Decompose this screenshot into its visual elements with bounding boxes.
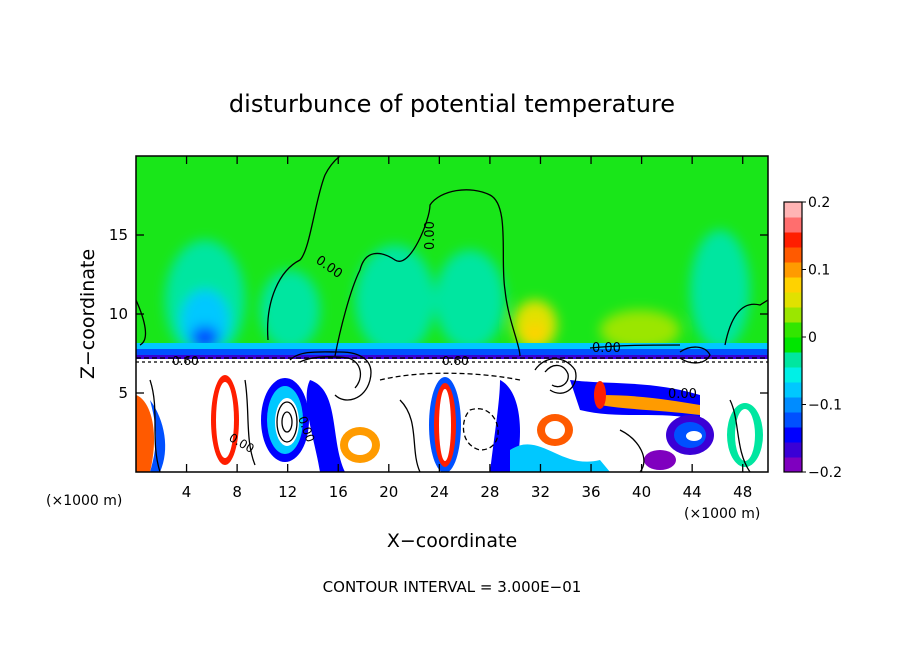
interface-band-1 [136,343,768,349]
colorbar-swatch [784,277,802,293]
colorbar-swatch [784,352,802,368]
colorbar-swatch [784,367,802,383]
x-tick-label: 40 [632,483,651,501]
contour-label: 0.00 [592,341,621,356]
colorbar-swatch [784,427,802,443]
colorbar-swatch [784,397,802,413]
contour-zero-far-right [724,299,768,346]
colorbar-swatch [784,262,802,278]
chart-title: disturbunce of potential temperature [229,90,675,118]
eddy-3 [306,380,345,472]
interface-band-2 [136,349,768,355]
contour-interval-note: CONTOUR INTERVAL = 3.000E−01 [323,578,582,596]
colorbar-tick-label: 0 [808,330,817,346]
contour-lower-5 [729,399,751,472]
contour-cluster-1 [289,351,372,401]
x-axis: 4 8 12 16 20 24 28 32 36 40 44 48 [182,156,752,501]
eddy-7 [510,444,610,472]
warm-blob-1-core [525,323,545,343]
colorbar-swatch [784,442,802,458]
contour-lower-1 [149,379,161,472]
eddy-left-edge [136,395,155,472]
cool-plume-5 [690,230,750,350]
colorbar-swatch [784,232,802,248]
colorbar-swatch [784,337,802,353]
y-tick-label: 5 [118,384,128,402]
x-tick-label: 16 [329,483,348,501]
colorbar-tick-label: −0.1 [808,398,842,414]
contour-lines [136,156,768,472]
x-tick-label: 8 [232,483,242,501]
contour-lower-2 [244,379,256,466]
contour-label: 0.00 [423,221,438,250]
x-tick-label: 32 [531,483,550,501]
y-tick-label: 15 [109,226,128,244]
contour-dashed-2 [462,408,499,451]
x-tick-label: 20 [379,483,398,501]
y-tick-label: 10 [109,305,128,323]
colorbar: 0.2 0.1 0 −0.1 −0.2 [783,195,842,481]
colorbar-swatch [784,457,802,473]
x-tick-label: 4 [182,483,192,501]
contour-ring-1 [276,401,298,443]
contour-labels: 0.00 0.00 0.00 0.60 0.60 0.00 0.00 0.00 [172,221,697,456]
x-tick-label: 44 [683,483,702,501]
x-tick-label: 48 [733,483,752,501]
eddy-4-inner [348,435,372,455]
colorbar-tick-label: 0.2 [808,195,830,211]
colorbar-swatch [784,307,802,323]
contour-cluster-2 [534,358,577,394]
eddy-9-warm [600,395,700,415]
x-tick-label: 28 [480,483,499,501]
eddy-2-inner [275,398,299,446]
x-axis-unit-right: (×1000 m) [684,506,760,522]
contour-lower-3 [399,399,421,472]
contour-zero-right [589,344,681,349]
eddy-13 [644,450,676,470]
contour-cluster-3 [679,346,711,364]
colorbar-swatch [784,247,802,263]
heatmap-field [136,156,768,472]
contour-zero-upper [266,156,341,341]
contour-label: 0.60 [172,354,199,368]
y-axis-label: Z−coordinate [77,249,99,379]
colorbar-tick-label: 0.1 [808,263,830,279]
x-tick-label: 36 [581,483,600,501]
colorbar-swatch [784,217,802,233]
contour-cluster-2b [544,364,569,388]
cool-plume-3 [355,245,435,355]
x-tick-label: 12 [278,483,297,501]
contour-label: 0.00 [668,387,697,402]
eddy-11-inner [686,431,702,441]
eddy-10 [594,381,606,409]
contour-ring-2 [281,411,293,433]
contour-label: 0.60 [442,354,469,368]
colorbar-swatch [784,322,802,338]
lower-eddies [136,375,763,472]
interface-band-3 [136,355,768,359]
colorbar-swatch [784,382,802,398]
x-axis-label: X−coordinate [387,530,517,552]
cool-plume-4 [435,250,505,350]
warm-blob-2 [600,310,680,350]
colorbar-tick-label: −0.2 [808,465,842,481]
colorbar-swatch [784,292,802,308]
eddy-8-inner [545,421,565,439]
contour-zero-left [136,299,147,346]
colorbar-swatch [784,202,802,218]
eddy-5-inner [439,389,451,461]
contour-cluster-1b [299,356,362,389]
contour-zero-dome [334,189,521,357]
y-axis: 5 10 15 [109,226,768,402]
colorbar-swatch [784,412,802,428]
x-axis-unit-left: (×1000 m) [46,493,122,509]
x-tick-label: 24 [430,483,449,501]
eddy-left-edge-blue [150,400,166,472]
eddy-1-inner [216,382,234,458]
upper-anomalies [165,230,750,360]
